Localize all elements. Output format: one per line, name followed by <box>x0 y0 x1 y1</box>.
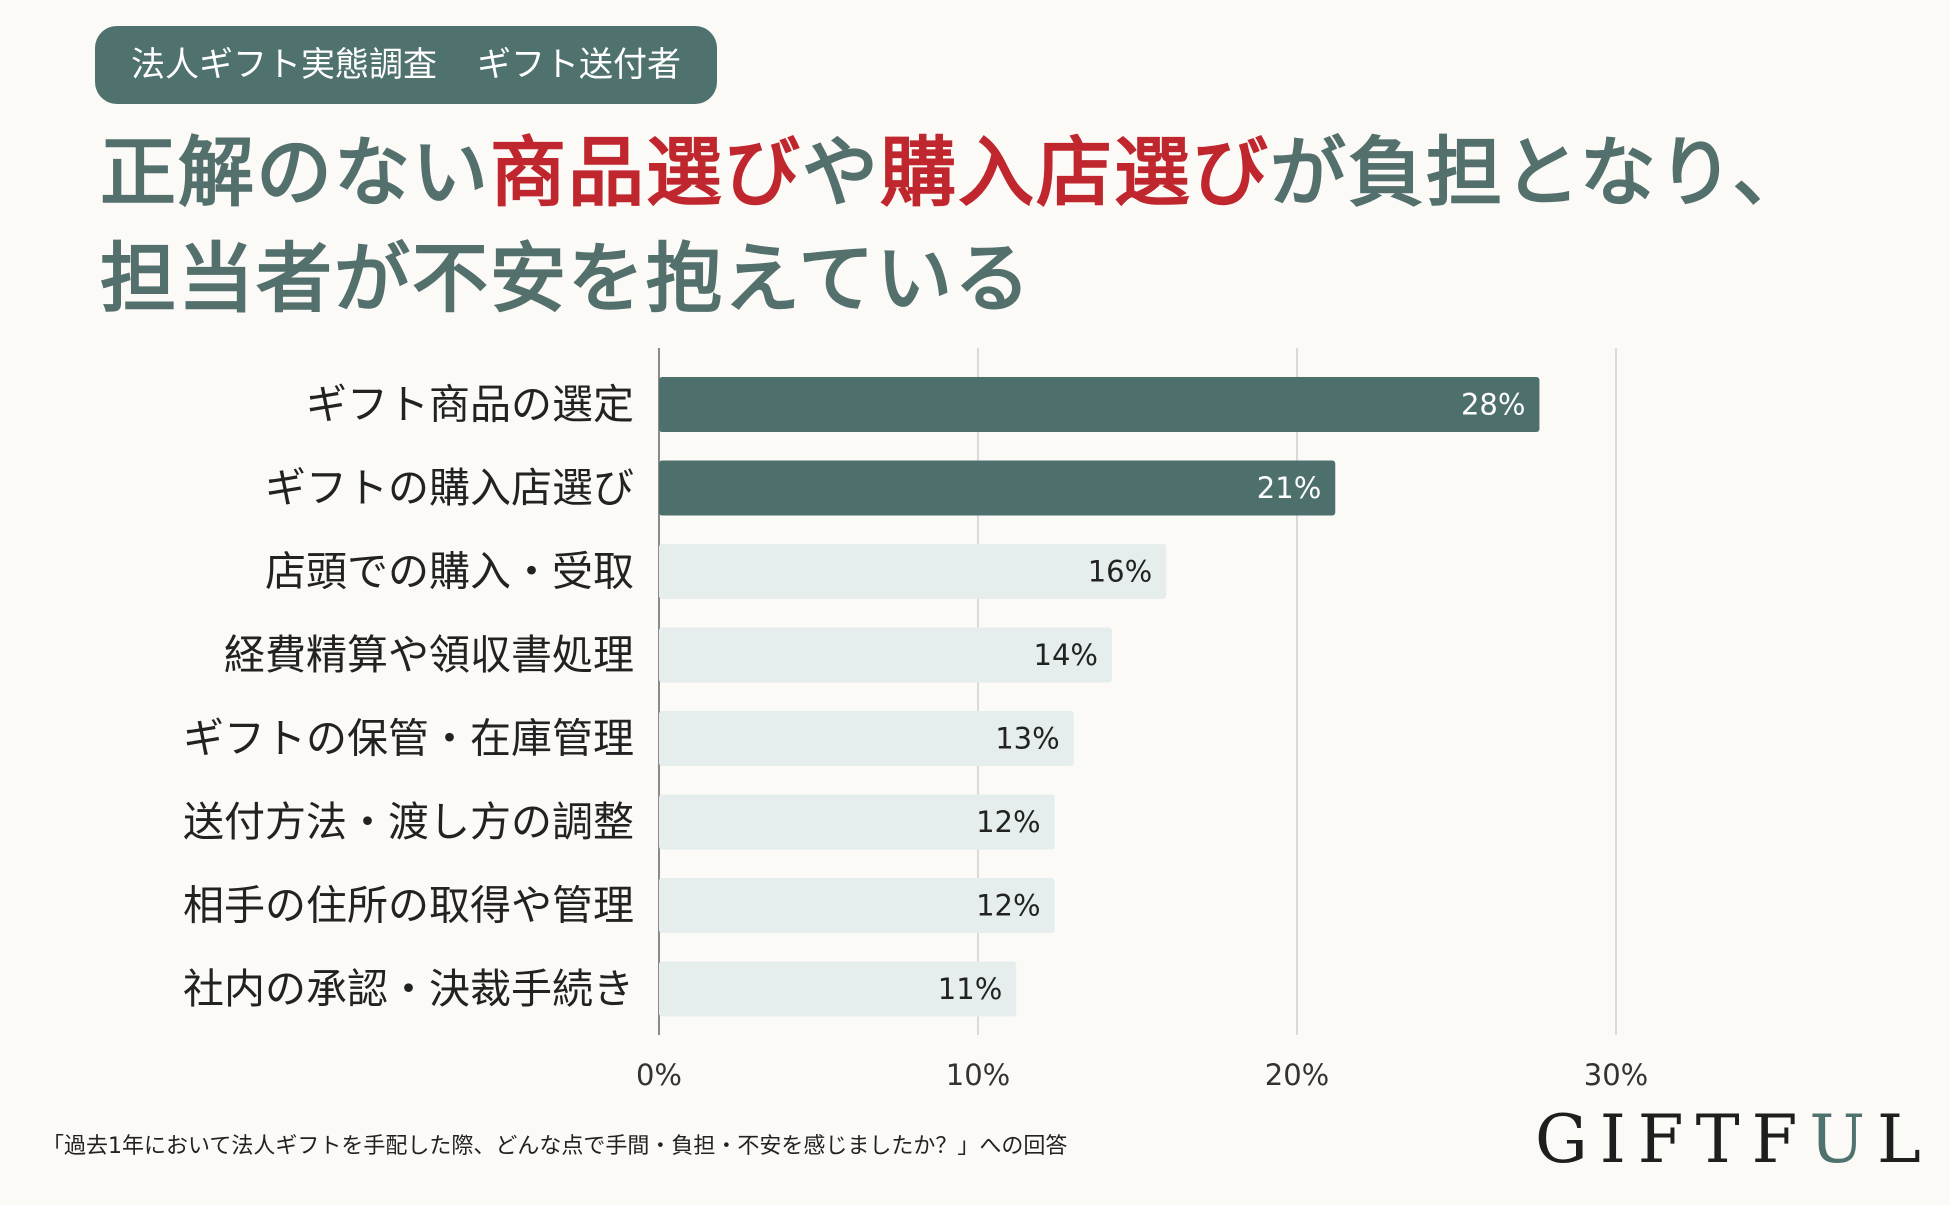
bar <box>659 377 1540 432</box>
bar <box>659 794 1055 850</box>
category-label: 経費精算や領収書処理 <box>224 631 634 679</box>
value-label: 12% <box>976 805 1040 839</box>
category-label: ギフトの保管・在庫管理 <box>183 715 634 763</box>
headline: 正解のない商品選びや購入店選びが負担となり、担当者が不安を抱えている <box>100 120 1920 332</box>
bar <box>659 711 1074 766</box>
bar-chart: 0% 10% 20% 30% ギフト商品の選定 28% ギフトの購入店選び 21% 店頭での購入… <box>183 348 1648 1092</box>
category-label: ギフトの購入店選び <box>265 464 634 512</box>
bar <box>659 627 1112 683</box>
headline-seg6: 担当者が不安を抱えている <box>100 234 1033 323</box>
badge-survey-segment: ギフト送付者 <box>477 45 681 85</box>
value-label: 28% <box>1461 388 1525 422</box>
category-label: 相手の住所の取得や管理 <box>183 882 634 930</box>
headline-seg3: や <box>802 128 880 217</box>
logo-letter-u: U <box>1809 1101 1878 1178</box>
x-tick-label: 20% <box>1265 1058 1329 1092</box>
headline-seg1: 正解のない <box>100 128 490 217</box>
badge-survey-title: 法人ギフト実態調査 <box>131 45 437 85</box>
value-label: 13% <box>995 722 1059 756</box>
category-label: ギフト商品の選定 <box>306 381 634 429</box>
survey-badge: 法人ギフト実態調査 ギフト送付者 <box>95 26 717 104</box>
giftful-logo: GIFTFUL <box>1535 1100 1933 1180</box>
headline-accent-product: 商品選び <box>490 128 802 217</box>
category-label: 店頭での購入・受取 <box>265 548 634 596</box>
value-label: 12% <box>976 889 1040 923</box>
logo-letter-l: L <box>1877 1101 1933 1178</box>
category-label: 送付方法・渡し方の調整 <box>183 798 634 846</box>
x-tick-label: 10% <box>946 1058 1010 1092</box>
value-label: 11% <box>938 972 1002 1006</box>
bar <box>659 460 1336 516</box>
headline-seg5: が負担となり、 <box>1270 128 1811 217</box>
bar <box>659 961 1017 1017</box>
headline-accent-store: 購入店選び <box>880 128 1270 217</box>
value-label: 14% <box>1034 638 1098 672</box>
value-label: 16% <box>1088 555 1152 589</box>
x-tick-label: 30% <box>1584 1058 1648 1092</box>
x-tick-label: 0% <box>636 1058 682 1092</box>
bar <box>659 544 1167 599</box>
value-label: 21% <box>1257 471 1321 505</box>
footnote: 「過去1年において法人ギフトを手配した際、どんな点で手間・負担・不安を感じました… <box>42 1134 1068 1159</box>
category-label: 社内の承認・決裁手続き <box>183 965 634 1013</box>
bar <box>659 878 1055 933</box>
logo-letters-1: GIFTF <box>1535 1101 1810 1178</box>
